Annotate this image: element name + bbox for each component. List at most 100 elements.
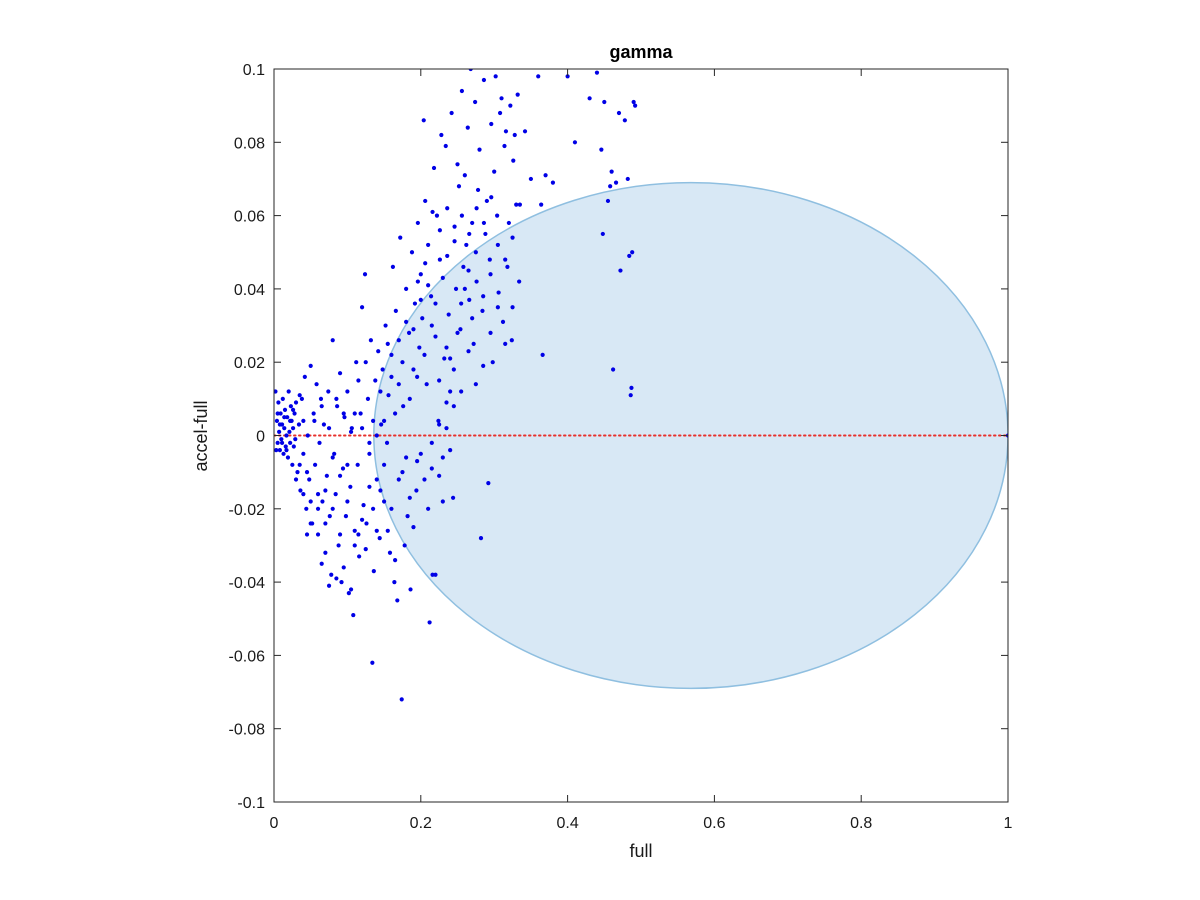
data-point bbox=[299, 396, 304, 401]
data-point bbox=[382, 499, 387, 504]
data-point bbox=[429, 466, 434, 471]
data-point bbox=[437, 473, 442, 478]
data-point bbox=[319, 404, 324, 409]
data-point bbox=[459, 88, 465, 94]
y-tick-label: 0.02 bbox=[234, 355, 265, 372]
data-point bbox=[407, 495, 412, 500]
data-point bbox=[278, 411, 283, 416]
data-point bbox=[495, 213, 500, 218]
data-point bbox=[382, 418, 387, 423]
data-point bbox=[335, 404, 340, 409]
data-point bbox=[288, 440, 293, 445]
data-point bbox=[326, 389, 331, 394]
data-point bbox=[370, 506, 376, 511]
data-point bbox=[421, 118, 426, 123]
x-tick-label: 0.4 bbox=[556, 815, 578, 832]
data-point bbox=[304, 506, 309, 511]
data-point bbox=[373, 378, 378, 383]
data-point bbox=[293, 437, 298, 442]
x-tick-label: 0.6 bbox=[703, 815, 725, 832]
data-point bbox=[481, 294, 486, 299]
data-point bbox=[297, 393, 302, 398]
data-point bbox=[477, 147, 482, 152]
y-tick-label: -0.06 bbox=[229, 648, 266, 665]
data-point bbox=[315, 492, 321, 497]
data-point bbox=[398, 235, 403, 240]
data-point bbox=[386, 393, 391, 398]
data-point bbox=[496, 290, 501, 295]
data-point bbox=[427, 620, 432, 625]
data-point bbox=[440, 275, 445, 281]
data-point bbox=[301, 492, 306, 497]
data-point bbox=[503, 257, 508, 262]
x-axis-label: full bbox=[629, 841, 652, 861]
data-point bbox=[340, 466, 346, 471]
data-point bbox=[625, 176, 630, 182]
data-point bbox=[363, 360, 368, 365]
data-point bbox=[422, 352, 427, 357]
data-point bbox=[428, 294, 434, 299]
data-point bbox=[293, 477, 299, 482]
data-point bbox=[411, 367, 416, 372]
data-point bbox=[489, 195, 494, 200]
data-point bbox=[359, 517, 365, 522]
data-point bbox=[474, 206, 479, 211]
data-point bbox=[406, 330, 412, 335]
y-tick-label: 0.08 bbox=[234, 135, 265, 152]
data-point bbox=[312, 418, 317, 423]
data-point bbox=[385, 528, 390, 533]
data-point bbox=[371, 569, 376, 574]
data-point bbox=[348, 429, 354, 434]
data-point bbox=[285, 415, 290, 420]
data-point bbox=[317, 440, 322, 445]
data-point bbox=[602, 99, 607, 105]
data-point bbox=[495, 305, 500, 310]
data-point bbox=[362, 272, 368, 277]
data-point bbox=[444, 400, 449, 405]
data-point bbox=[594, 70, 600, 75]
data-point bbox=[429, 440, 434, 445]
data-point bbox=[282, 415, 287, 420]
data-point bbox=[503, 129, 509, 134]
data-point bbox=[449, 110, 454, 116]
data-point bbox=[313, 462, 318, 467]
data-point bbox=[277, 422, 282, 427]
data-point bbox=[628, 393, 633, 398]
data-point bbox=[359, 305, 365, 310]
data-point bbox=[341, 411, 346, 416]
data-point bbox=[285, 455, 291, 460]
data-point bbox=[384, 440, 390, 445]
data-point bbox=[452, 224, 457, 229]
data-point bbox=[326, 583, 332, 588]
data-point bbox=[365, 396, 371, 401]
data-point bbox=[396, 382, 401, 387]
data-point bbox=[352, 543, 357, 548]
data-point bbox=[448, 356, 453, 361]
data-point bbox=[481, 220, 487, 226]
data-point bbox=[451, 367, 456, 372]
data-point bbox=[455, 330, 460, 335]
data-point bbox=[378, 389, 383, 394]
data-point bbox=[334, 396, 339, 401]
data-point bbox=[442, 356, 447, 361]
data-point bbox=[543, 173, 548, 178]
data-point bbox=[423, 261, 428, 266]
data-point bbox=[511, 158, 516, 163]
data-points bbox=[274, 69, 1008, 702]
data-point bbox=[488, 330, 493, 335]
data-point bbox=[490, 360, 495, 365]
data-point bbox=[444, 345, 449, 350]
data-point bbox=[304, 470, 310, 475]
data-point bbox=[274, 448, 279, 453]
data-point bbox=[389, 506, 394, 511]
data-point bbox=[301, 418, 306, 423]
data-point bbox=[319, 561, 324, 566]
data-point bbox=[420, 316, 425, 321]
data-point bbox=[440, 455, 445, 460]
data-point bbox=[275, 440, 280, 445]
data-point bbox=[320, 499, 325, 504]
data-point bbox=[422, 477, 427, 482]
data-point bbox=[330, 455, 335, 460]
data-point bbox=[327, 514, 332, 519]
data-point bbox=[487, 257, 492, 262]
